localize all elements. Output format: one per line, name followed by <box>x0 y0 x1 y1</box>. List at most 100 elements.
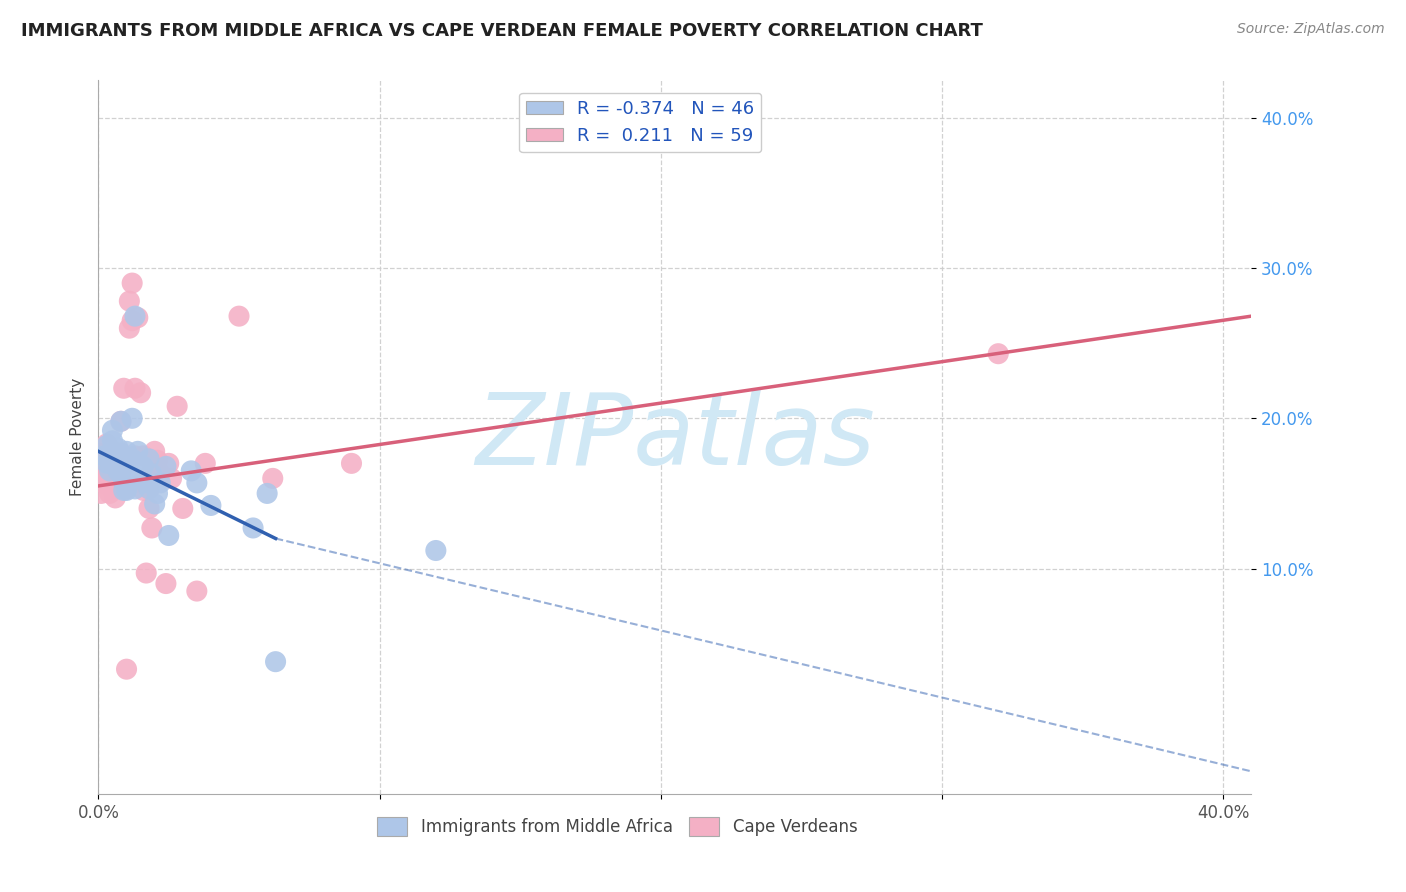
Point <box>90 486 112 500</box>
Point <box>141 467 163 481</box>
Point <box>124 449 146 463</box>
Point <box>115 482 138 496</box>
Point <box>96 446 118 460</box>
Point <box>157 528 180 542</box>
Point <box>93 475 115 490</box>
Point <box>124 309 146 323</box>
Point <box>157 456 180 470</box>
Point <box>149 475 172 490</box>
Point <box>186 584 208 599</box>
Point <box>112 381 135 395</box>
Point <box>104 475 127 490</box>
Point <box>138 451 160 466</box>
Point <box>242 521 264 535</box>
Point <box>118 321 141 335</box>
Point <box>124 482 146 496</box>
Point <box>107 451 129 466</box>
Point <box>141 521 163 535</box>
Point <box>98 464 121 478</box>
Point <box>129 464 152 478</box>
Point <box>138 482 160 496</box>
Point <box>115 662 138 676</box>
Point <box>112 475 135 489</box>
Point <box>166 399 188 413</box>
Point <box>256 486 278 500</box>
Point <box>101 482 124 496</box>
Point <box>107 471 129 485</box>
Point <box>93 449 115 463</box>
Point <box>160 471 183 485</box>
Point <box>101 423 124 437</box>
Point <box>194 456 217 470</box>
Point <box>127 310 149 325</box>
Point <box>264 655 287 669</box>
Text: ZIPatlas: ZIPatlas <box>475 389 875 485</box>
Point <box>110 449 132 463</box>
Point <box>155 459 177 474</box>
Point <box>146 486 169 500</box>
Point <box>101 456 124 470</box>
Legend: Immigrants from Middle Africa, Cape Verdeans: Immigrants from Middle Africa, Cape Verd… <box>371 810 863 843</box>
Point <box>98 486 121 500</box>
Point <box>104 491 127 505</box>
Point <box>96 437 118 451</box>
Point <box>118 456 141 470</box>
Point <box>110 467 132 481</box>
Point <box>107 464 129 478</box>
Point <box>127 444 149 458</box>
Point <box>112 482 135 496</box>
Point <box>132 449 155 463</box>
Text: IMMIGRANTS FROM MIDDLE AFRICA VS CAPE VERDEAN FEMALE POVERTY CORRELATION CHART: IMMIGRANTS FROM MIDDLE AFRICA VS CAPE VE… <box>21 22 983 40</box>
Point <box>96 461 118 475</box>
Point <box>129 475 152 490</box>
Point <box>110 414 132 428</box>
Point <box>104 449 127 463</box>
Point <box>180 464 202 478</box>
Point <box>101 434 124 448</box>
Point <box>138 501 160 516</box>
Point <box>110 414 132 428</box>
Point <box>143 444 166 458</box>
Point <box>135 566 157 580</box>
Point <box>143 497 166 511</box>
Point <box>228 309 250 323</box>
Point <box>118 294 141 309</box>
Point <box>98 451 121 466</box>
Point <box>107 442 129 456</box>
Point <box>112 459 135 474</box>
Point <box>149 467 172 481</box>
Point <box>146 453 169 467</box>
Point <box>132 459 155 474</box>
Point <box>101 444 124 458</box>
Point <box>104 461 127 475</box>
Point <box>200 499 222 513</box>
Point <box>115 483 138 498</box>
Point <box>110 471 132 485</box>
Point <box>96 438 118 452</box>
Point <box>141 464 163 478</box>
Text: Source: ZipAtlas.com: Source: ZipAtlas.com <box>1237 22 1385 37</box>
Point <box>121 451 143 466</box>
Point <box>112 483 135 498</box>
Point <box>112 456 135 470</box>
Point <box>121 276 143 290</box>
Point <box>101 444 124 458</box>
Point <box>129 385 152 400</box>
Point <box>110 446 132 460</box>
Point <box>135 475 157 490</box>
Point <box>90 467 112 481</box>
Point <box>93 446 115 460</box>
Point <box>132 483 155 498</box>
Point <box>127 471 149 485</box>
Point <box>115 444 138 458</box>
Point <box>340 456 363 470</box>
Point <box>104 451 127 466</box>
Point <box>124 381 146 395</box>
Point <box>93 461 115 475</box>
Point <box>98 471 121 485</box>
Y-axis label: Female Poverty: Female Poverty <box>69 378 84 496</box>
Point <box>138 482 160 496</box>
Point <box>186 475 208 490</box>
Point <box>262 471 284 485</box>
Point <box>118 475 141 489</box>
